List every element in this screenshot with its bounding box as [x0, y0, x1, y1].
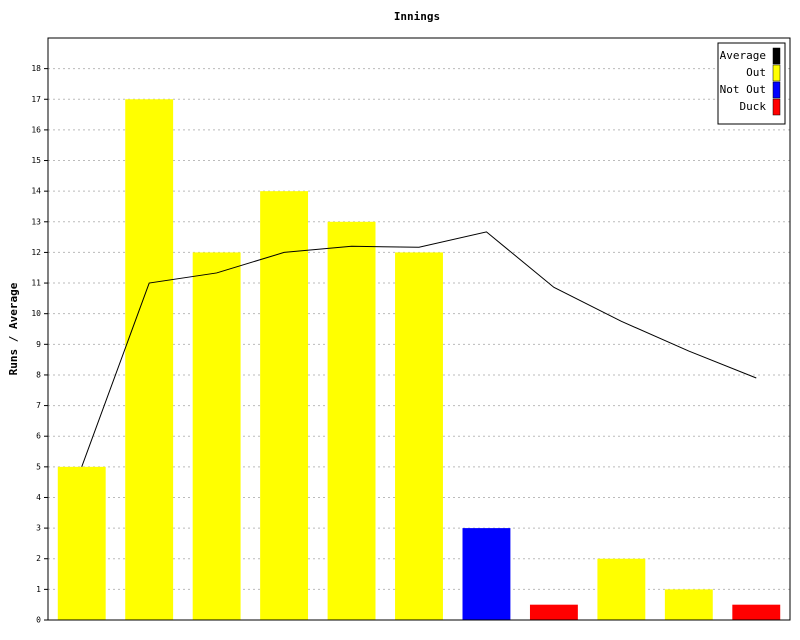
legend-label: Out	[746, 66, 766, 79]
y-tick-label: 15	[31, 156, 41, 165]
plot-frame	[47, 37, 791, 621]
legend-swatch	[772, 64, 781, 82]
y-tick-label: 18	[31, 64, 41, 73]
y-tick-label: 14	[31, 187, 41, 196]
y-tick-label: 4	[36, 493, 41, 502]
y-tick-label: 1	[36, 585, 41, 594]
bar	[192, 252, 241, 620]
bar	[327, 221, 376, 620]
bar	[260, 191, 309, 620]
y-tick-label: 12	[31, 248, 41, 257]
legend-label: Duck	[740, 100, 767, 113]
y-tick-label: 11	[31, 279, 41, 288]
bar	[125, 99, 174, 620]
y-tick-label: 9	[36, 340, 41, 349]
y-tick-label: 16	[31, 125, 41, 134]
legend-label: Not Out	[720, 83, 766, 96]
legend-swatch	[772, 47, 781, 65]
chart-title: Innings	[394, 10, 440, 23]
bar	[664, 589, 713, 620]
y-tick-label: 6	[36, 432, 41, 441]
legend-label: Average	[720, 49, 766, 62]
y-tick-label: 3	[36, 524, 41, 533]
legend-swatch	[772, 81, 781, 99]
y-tick-label: 8	[36, 370, 41, 379]
y-axis-label: Runs / Average	[7, 282, 20, 375]
y-tick-label: 2	[36, 554, 41, 563]
y-tick-label: 13	[31, 217, 41, 226]
bar	[462, 528, 511, 620]
bar	[597, 558, 646, 620]
legend-swatch	[772, 98, 781, 116]
y-tick-label: 17	[31, 95, 41, 104]
y-tick-label: 0	[36, 616, 41, 625]
y-tick-label: 7	[36, 401, 41, 410]
bar	[57, 466, 106, 620]
y-tick-label: 5	[36, 462, 41, 471]
y-tick-label: 10	[31, 309, 41, 318]
bar	[395, 252, 443, 620]
bar	[732, 604, 781, 620]
average-line	[81, 231, 757, 468]
bar	[529, 604, 578, 620]
